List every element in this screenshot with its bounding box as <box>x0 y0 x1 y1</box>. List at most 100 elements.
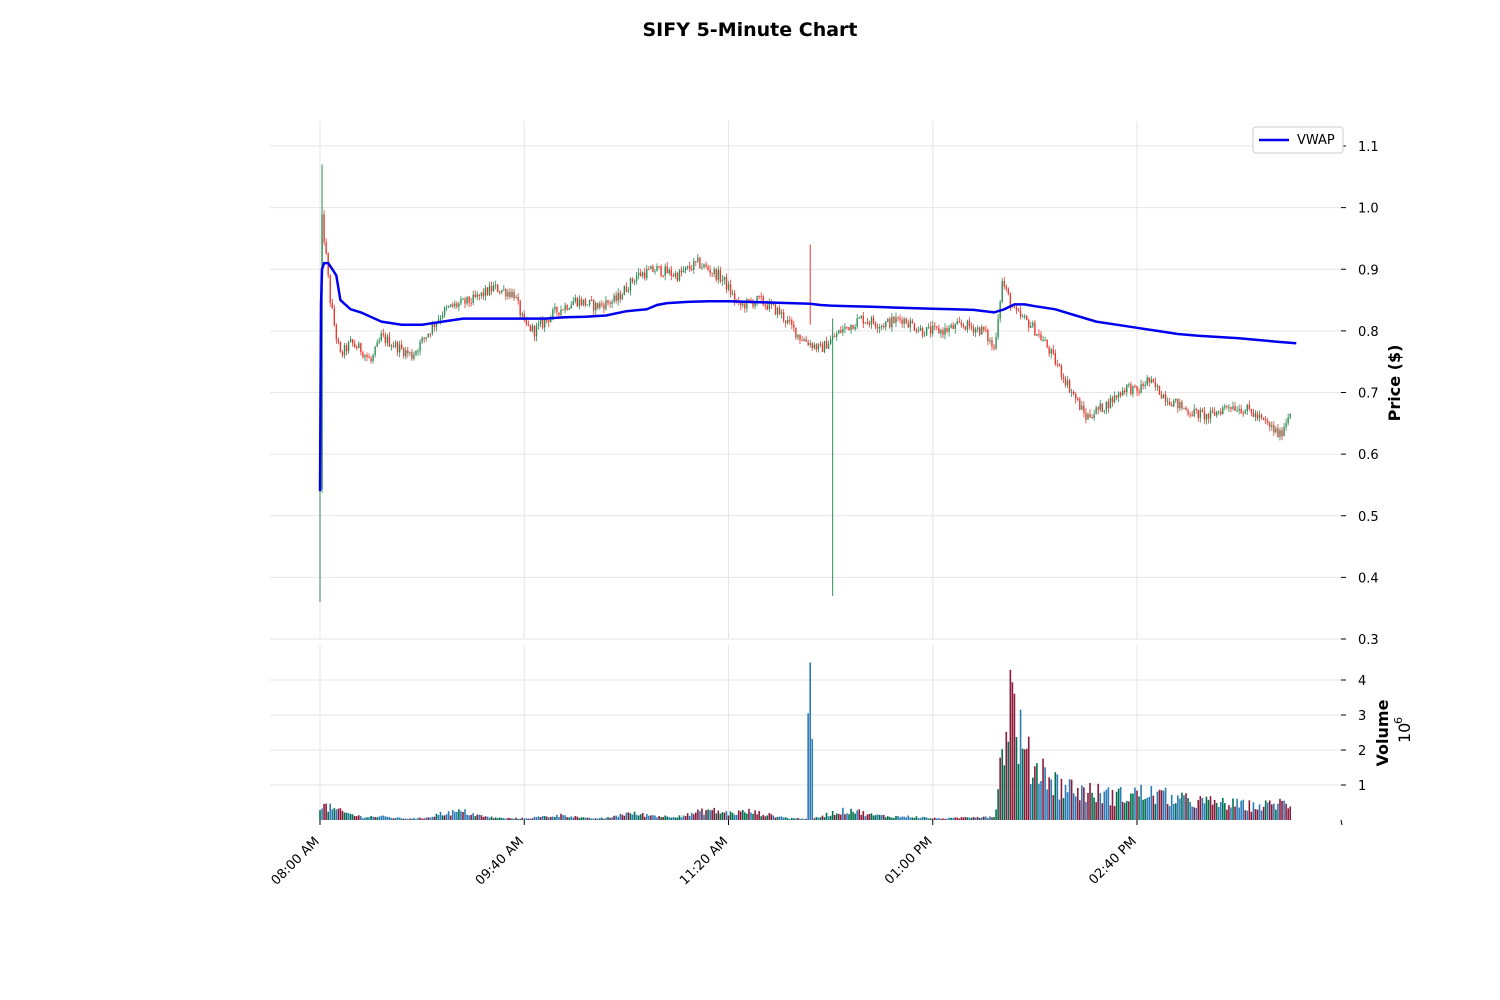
candle-body <box>341 351 344 356</box>
candle-body <box>388 336 391 347</box>
candle-body <box>682 270 685 273</box>
volume-bar <box>1083 787 1085 820</box>
volume-bar <box>529 818 532 820</box>
volume-bar <box>427 817 430 820</box>
candle-body <box>991 340 993 347</box>
volume-bar <box>797 817 799 820</box>
volume-bar <box>778 816 781 820</box>
volume-bar <box>699 811 701 820</box>
candle-body <box>1277 428 1279 437</box>
volume-bar <box>390 818 393 820</box>
volume-bar <box>1275 809 1277 820</box>
candle-body <box>403 348 405 357</box>
volume-bar <box>1097 783 1099 820</box>
candle-body <box>570 304 572 309</box>
volume-bar <box>1234 806 1236 820</box>
candle-body <box>409 352 411 354</box>
candle-body <box>952 325 954 329</box>
volume-bar <box>844 814 846 820</box>
volume-bar <box>335 809 338 820</box>
volume-bar <box>539 817 542 820</box>
candle-body <box>441 315 444 319</box>
volume-bar <box>402 818 405 820</box>
candle-body <box>782 312 785 321</box>
volume-bar <box>729 811 732 820</box>
volume-bar <box>1036 763 1038 820</box>
volume-bar <box>519 818 521 820</box>
candle-body <box>552 309 554 318</box>
candle-body <box>617 292 619 301</box>
volume-bar <box>1183 795 1185 820</box>
candle-body <box>862 315 865 324</box>
candle-body <box>997 318 999 338</box>
candle-body <box>1209 410 1212 419</box>
volume-bar <box>811 738 814 820</box>
candle-body <box>1248 404 1251 409</box>
candle-body <box>799 334 801 341</box>
volume-bar <box>1215 802 1218 820</box>
volume-bar <box>1054 772 1057 820</box>
volume-bar <box>741 809 744 820</box>
candle-body <box>513 291 515 299</box>
candle-body <box>1060 365 1063 377</box>
volume-tick-label: 2 <box>1358 744 1366 759</box>
volume-bar <box>868 813 871 820</box>
candle-body <box>368 356 370 358</box>
volume-bar <box>1144 798 1146 820</box>
candle-body <box>1030 326 1032 328</box>
volume-bar <box>378 816 381 820</box>
volume-bar <box>1252 802 1255 820</box>
candle-body <box>405 350 407 357</box>
candle-body <box>592 300 595 311</box>
candle-body <box>1152 379 1155 383</box>
candle-body <box>501 290 503 293</box>
candle-body <box>1056 364 1059 366</box>
candle-body <box>1267 421 1269 423</box>
volume-bar <box>490 816 493 820</box>
candle-body <box>979 327 981 335</box>
volume-bar <box>417 817 419 820</box>
volume-bar <box>1140 784 1142 820</box>
candle-body <box>423 337 425 339</box>
volume-bar <box>1105 789 1108 820</box>
volume-bar <box>735 814 738 820</box>
candle-body <box>468 296 470 303</box>
candle-body <box>566 305 568 310</box>
candle-body <box>923 335 926 337</box>
candle-body <box>1260 415 1263 418</box>
candle-body <box>1275 428 1277 433</box>
candle-body <box>413 354 415 359</box>
volume-bar <box>407 818 409 820</box>
volume-bar <box>952 817 954 820</box>
volume-bar <box>1058 799 1061 820</box>
volume-bar <box>1005 731 1008 820</box>
candle-body <box>386 336 389 343</box>
volume-bar <box>913 817 916 820</box>
candle-body <box>985 329 987 331</box>
volume-bar <box>776 816 779 820</box>
volume-bar <box>488 817 491 820</box>
volume-bar <box>731 812 734 820</box>
volume-bar <box>355 816 358 820</box>
volume-bar <box>1044 767 1046 820</box>
axis-layer: 0.3 0.4 0.5 0.6 0.7 0.8 0.9 1.0 1.1 1 2 3 4 08:00 AM 0… <box>269 140 1379 888</box>
volume-bar <box>968 817 971 820</box>
volume-bar <box>331 809 334 820</box>
volume-bar <box>768 813 771 820</box>
volume-bar <box>507 817 509 820</box>
volume-bar <box>668 817 671 820</box>
volume-bar <box>801 818 803 820</box>
axis-end-mark <box>1340 819 1343 826</box>
volume-bar <box>833 814 836 820</box>
volume-bar <box>421 818 423 820</box>
candle-body <box>523 313 525 320</box>
candle-body <box>415 351 417 355</box>
candle-body <box>938 327 940 334</box>
volume-bar <box>897 815 899 820</box>
candle-body <box>697 257 699 262</box>
candle-body <box>891 316 893 328</box>
volume-bar <box>347 813 350 820</box>
volume-bar <box>723 812 726 820</box>
candle-body <box>1258 415 1261 419</box>
volume-bar <box>364 817 366 820</box>
